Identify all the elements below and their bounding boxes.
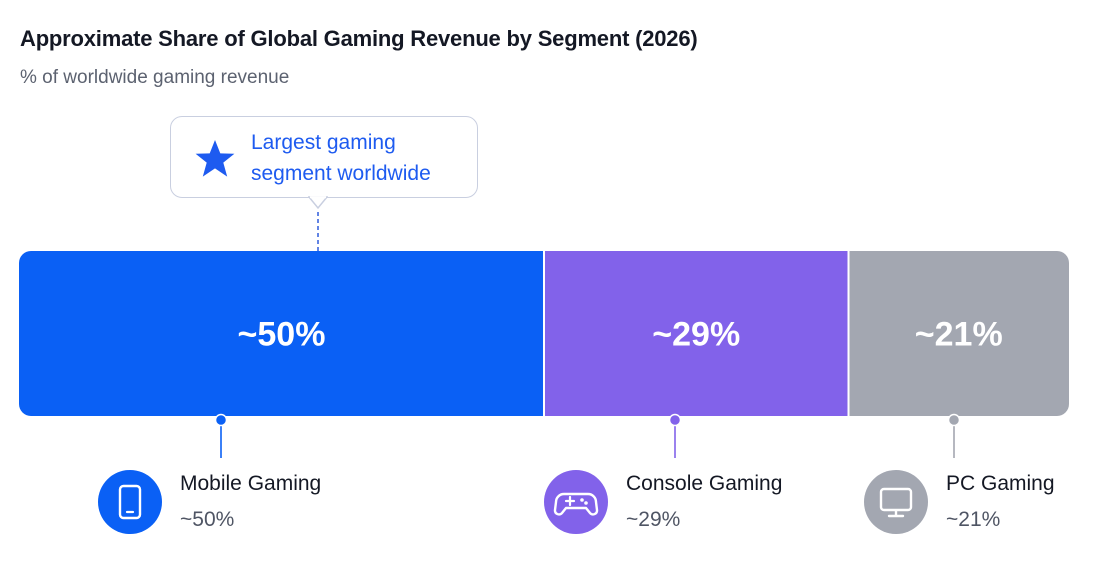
monitor-icon (879, 487, 913, 518)
connector-dot-mobile (214, 413, 228, 427)
legend-name-pc: PC Gaming (946, 472, 1055, 495)
bar-segment-pc (848, 251, 1069, 416)
annotation-text: Largest gaming segment worldwide (251, 131, 431, 185)
segment-label-pc: ~21% (915, 316, 1003, 354)
smartphone-icon (118, 484, 142, 520)
star-icon (195, 140, 235, 177)
callout-tail (308, 196, 328, 210)
legend-value-pc: ~21% (946, 508, 1001, 531)
annotation-callout: Largest gaming segment worldwide (170, 116, 478, 198)
connector-dot-pc (947, 413, 961, 427)
segment-label-console: ~29% (652, 316, 740, 354)
legend-value-mobile: ~50% (180, 508, 235, 531)
segment-label-mobile: ~50% (238, 316, 326, 354)
connector-dot-console (668, 413, 682, 427)
legend-swatch-pc (864, 470, 928, 534)
legend-name-console: Console Gaming (626, 472, 783, 495)
chart-subtitle: % of worldwide gaming revenue (20, 67, 290, 88)
legend-swatch-mobile (98, 470, 162, 534)
legend-name-mobile: Mobile Gaming (180, 472, 322, 495)
chart-title: Approximate Share of Global Gaming Reven… (20, 26, 698, 51)
bar-segment-mobile (19, 251, 544, 416)
bar-segment-console (544, 251, 849, 416)
legend-value-console: ~29% (626, 508, 681, 531)
gamepad-icon (553, 492, 599, 516)
legend-swatch-console (544, 470, 608, 534)
